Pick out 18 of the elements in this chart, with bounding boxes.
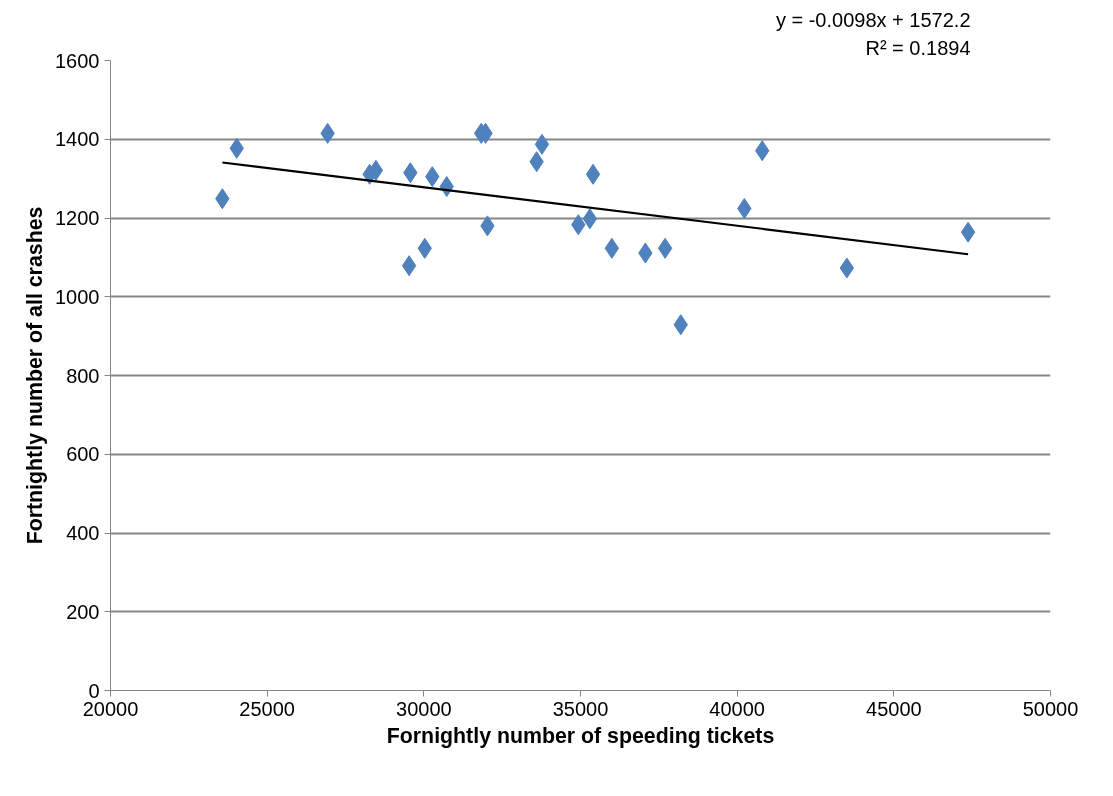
y-tick-label: 600 xyxy=(66,443,100,466)
x-tick-label: 50000 xyxy=(1022,697,1079,720)
y-tick-label: 1600 xyxy=(55,49,100,72)
y-axis-title: Fortnightly number of all crashes xyxy=(23,206,48,545)
y-tick-label: 200 xyxy=(66,600,100,623)
x-tick-label: 45000 xyxy=(866,697,922,720)
x-axis-title: Fornightly number of speeding tickets xyxy=(386,723,775,748)
x-tick-label: 25000 xyxy=(239,697,295,720)
x-tick-label: 35000 xyxy=(552,697,609,720)
x-tick-label: 30000 xyxy=(396,697,452,720)
y-tick-label: 1400 xyxy=(55,128,100,151)
y-tick-label: 800 xyxy=(66,364,100,387)
text: R² = 0.1894 xyxy=(865,36,971,59)
text: y = -0.0098x + 1572.2 xyxy=(775,8,971,31)
x-tick-label: 40000 xyxy=(709,697,765,720)
y-tick-label: 400 xyxy=(66,522,100,544)
y-tick-label: 1200 xyxy=(55,207,100,229)
y-tick-label: 1000 xyxy=(55,285,100,308)
